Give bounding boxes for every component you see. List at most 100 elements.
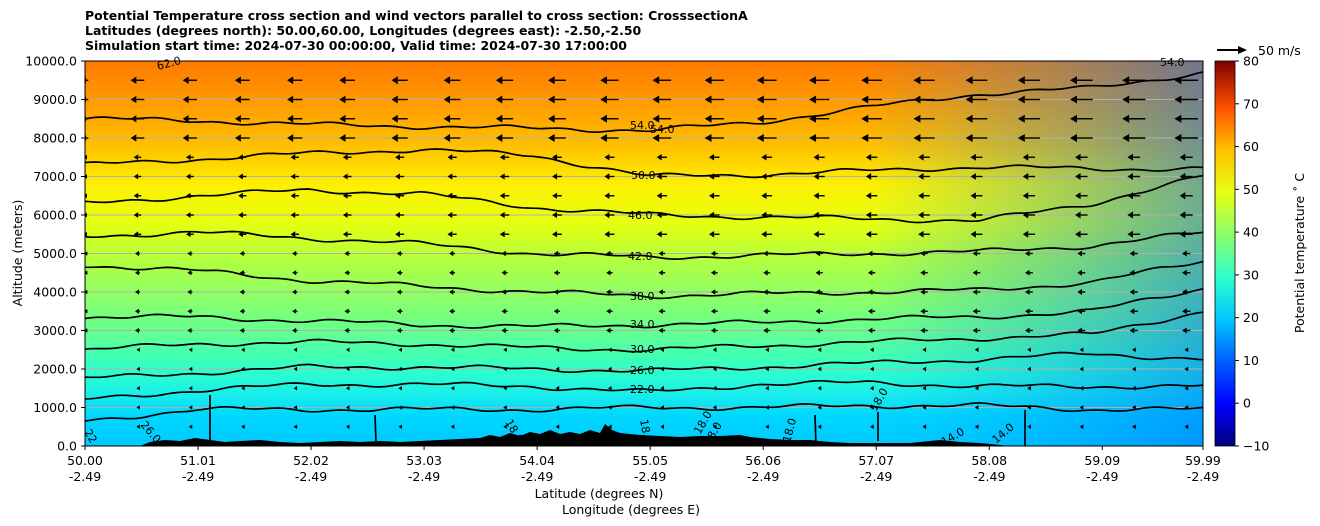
wind-vector-head	[606, 308, 611, 315]
wind-vector-head	[708, 230, 715, 238]
wind-vector-head	[708, 173, 715, 180]
wind-vector-head	[1070, 95, 1078, 104]
y-tick-label: 6000.0	[33, 208, 77, 223]
wind-vector-head	[548, 114, 555, 123]
wind-vector-head	[608, 424, 612, 430]
x-tick-label-lat: 59.99	[1185, 453, 1221, 468]
wind-vector-head	[135, 327, 140, 334]
wind-vector-head	[817, 424, 822, 430]
wind-vector-head	[920, 308, 925, 315]
wind-vector-head	[182, 134, 189, 142]
wind-vector-head	[450, 385, 455, 391]
wind-vector-head	[293, 385, 298, 391]
wind-vector-head	[913, 114, 921, 123]
wind-vector-head	[344, 289, 349, 295]
wind-vector-head	[293, 424, 298, 430]
wind-vector-head	[499, 154, 505, 161]
wind-vector-head	[239, 308, 244, 314]
wind-vector-head	[346, 385, 350, 391]
wind-vector-head	[188, 385, 193, 391]
colorbar-tick-label: 70	[1243, 96, 1259, 111]
wind-vector-head	[761, 153, 767, 161]
wind-vector-head	[1179, 230, 1186, 238]
wind-vector-head	[1017, 134, 1025, 142]
wind-vector-head	[185, 212, 191, 218]
wind-vector-head	[290, 192, 296, 199]
isotherm-54	[85, 71, 1203, 133]
wind-vector-head	[1174, 95, 1182, 104]
wind-vector-head	[499, 231, 505, 238]
wind-vector-head	[658, 327, 663, 334]
y-tick-label: 3000.0	[33, 323, 77, 338]
wind-vector-head	[600, 95, 607, 104]
wind-vector-head	[1184, 347, 1189, 353]
wind-vector-head	[130, 115, 137, 123]
wind-vector-head	[1179, 192, 1186, 200]
wind-vector-head	[970, 192, 976, 200]
y-axis-label: Altitude (meters)	[10, 200, 25, 307]
wind-vector-head	[290, 231, 296, 238]
wind-vector-head	[185, 173, 191, 180]
wind-vector-head	[815, 289, 821, 295]
x-tick-label-lon: -2.49	[69, 469, 101, 484]
wind-vector-head	[503, 366, 507, 372]
wind-vector-head	[861, 95, 869, 104]
wind-vector-head	[238, 173, 243, 180]
wind-vector-head	[1017, 95, 1025, 104]
wind-vector-head	[499, 173, 505, 180]
wind-vector-head	[865, 192, 872, 200]
wind-vector-head	[133, 154, 139, 161]
wind-vector-head	[1027, 385, 1031, 391]
wind-vector-head	[861, 134, 869, 142]
colorbar-label: Potential temperature ˚ C	[1292, 173, 1307, 334]
wind-vector-head	[606, 250, 611, 257]
y-tick-label: 4000.0	[33, 285, 77, 300]
wind-vector-head	[1070, 134, 1078, 142]
wind-vector-head	[548, 134, 555, 142]
wind-vector-head	[1025, 289, 1030, 295]
filled-contours	[85, 61, 1203, 446]
contour-label-22-b: 22	[81, 427, 99, 446]
wind-vector-head	[450, 366, 455, 372]
wind-vector-head	[861, 114, 869, 123]
wind-vector-head	[1022, 230, 1029, 238]
wind-vector-head	[182, 76, 189, 84]
isotherm-18-branch	[374, 414, 377, 443]
colorbar-tick-label: 10	[1243, 353, 1259, 368]
wind-vector-head	[712, 347, 717, 353]
wind-vector-head	[292, 270, 297, 276]
wind-vector-head	[600, 114, 607, 123]
wind-vector-head	[1079, 424, 1084, 430]
wind-vector-head	[658, 289, 663, 295]
wind-vector-head	[712, 405, 717, 410]
quiver-key: 50 m/s	[1217, 43, 1301, 58]
wind-vector-head	[865, 173, 872, 180]
wind-vector-head	[1182, 289, 1187, 295]
wind-vector-head	[185, 231, 191, 238]
wind-vector-head	[447, 192, 453, 199]
y-tick-label: 8000.0	[33, 131, 77, 146]
wind-vector-head	[1079, 405, 1084, 410]
wind-vector-head	[870, 347, 874, 353]
isotherm-34	[85, 287, 1203, 329]
isotherm-22	[85, 379, 1203, 400]
wind-vector-head	[817, 366, 822, 372]
wind-vector-head	[710, 289, 716, 295]
wind-vector-head	[765, 405, 769, 410]
wind-vector-head	[1075, 173, 1081, 180]
wind-vector-head	[342, 231, 348, 238]
wind-vector-head	[865, 230, 872, 238]
wind-vector-head	[1077, 308, 1082, 315]
wind-vector-head	[1025, 327, 1030, 334]
wind-vector-head	[1027, 366, 1031, 372]
wind-vector-head	[656, 231, 662, 238]
wind-vector-head	[867, 327, 873, 334]
wind-vector-head	[974, 366, 979, 372]
wind-vector-head	[918, 192, 924, 200]
wind-vector-head	[443, 114, 451, 123]
wind-vector-head	[1075, 192, 1081, 200]
wind-vector-head	[339, 76, 346, 85]
y-tick-label: 0.0	[57, 439, 77, 454]
x-axis: 50.00-2.4951.01-2.4952.02-2.4953.03-2.49…	[67, 446, 1221, 484]
wind-vector-head	[503, 347, 507, 353]
